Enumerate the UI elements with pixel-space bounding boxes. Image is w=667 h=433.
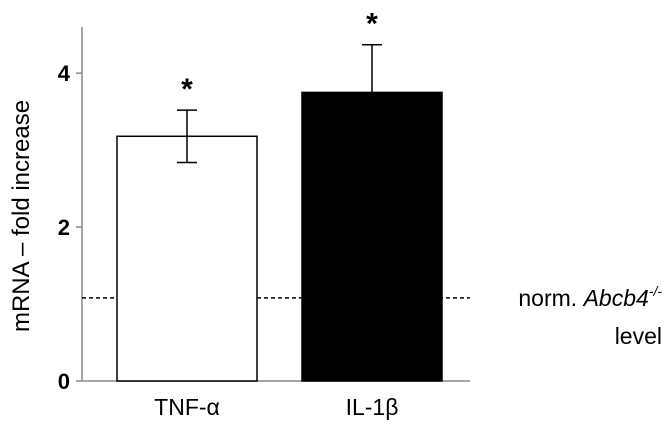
- reference-label-line2: level: [615, 323, 662, 349]
- category-labels: TNF-α IL-1β: [154, 394, 398, 420]
- significance-marker: *: [366, 8, 378, 41]
- significance-marker: *: [181, 73, 193, 106]
- y-tick-label: 2: [58, 215, 70, 240]
- bar: [116, 135, 258, 382]
- y-axis-title: mRNA – fold increase: [8, 100, 35, 332]
- bar: [301, 91, 443, 382]
- y-ticks: 0 2 4: [58, 61, 82, 394]
- significance-markers: **: [181, 8, 378, 106]
- reference-label-genotype: -/-: [649, 283, 663, 299]
- y-tick-label: 0: [58, 369, 70, 394]
- reference-label-prefix: norm.: [518, 285, 583, 311]
- reference-label-gene: Abcb4: [582, 285, 649, 311]
- bars: [116, 91, 443, 382]
- y-tick-label: 4: [58, 61, 71, 86]
- category-label: TNF-α: [154, 394, 220, 420]
- reference-label: norm. Abcb4-/- level: [518, 283, 662, 349]
- error-bars: [177, 43, 382, 164]
- category-label: IL-1β: [346, 394, 399, 420]
- reference-label-line1: norm. Abcb4-/-: [518, 283, 662, 311]
